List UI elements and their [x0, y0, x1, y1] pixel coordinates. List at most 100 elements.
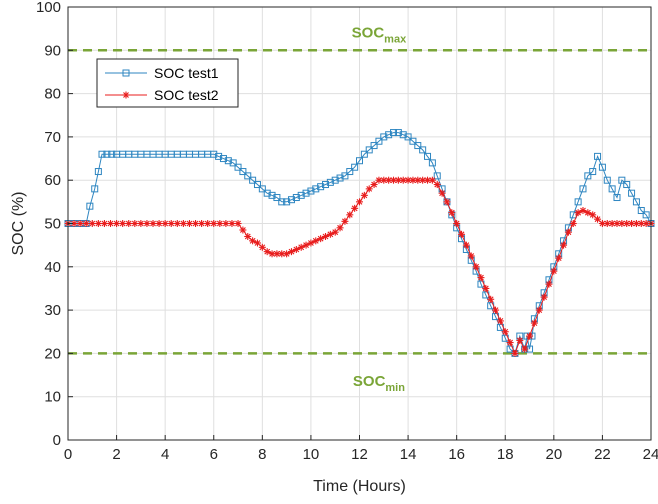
marker-stroke: [131, 220, 138, 227]
series-layer: [64, 129, 655, 357]
legend: SOC test1 SOC test2: [96, 58, 239, 108]
data-point: [107, 220, 115, 227]
marker-stroke: [332, 229, 339, 236]
marker-stroke: [71, 220, 77, 227]
data-point: [409, 137, 417, 145]
data-point: [414, 176, 422, 184]
marker-stroke: [264, 248, 271, 255]
y-tick-label: 80: [44, 86, 61, 103]
y-tick-label: 0: [53, 432, 61, 449]
marker-stroke: [351, 205, 358, 212]
marker-stroke: [144, 220, 150, 227]
data-point: [375, 137, 383, 145]
x-tick-label: 6: [210, 446, 218, 463]
x-tick-label: 0: [64, 446, 72, 463]
x-tick-label: 2: [112, 446, 120, 463]
y-axis-title: SOC (%): [10, 192, 27, 256]
y-tick-label: 20: [44, 345, 61, 362]
marker-stroke: [222, 220, 229, 227]
marker-stroke: [546, 281, 552, 288]
data-point: [143, 220, 151, 227]
marker-stroke: [210, 220, 217, 227]
marker-stroke: [589, 211, 596, 218]
data-point: [253, 181, 261, 189]
marker-stroke: [633, 220, 640, 227]
marker-stroke: [77, 220, 84, 227]
marker-stroke: [429, 177, 436, 184]
x-tick-label: 22: [594, 446, 611, 463]
data-point: [472, 263, 480, 271]
data-point: [76, 220, 84, 227]
data-point: [618, 176, 626, 184]
marker-stroke: [478, 274, 484, 281]
data-point: [125, 220, 133, 227]
marker-stroke: [346, 211, 353, 218]
marker-stroke: [204, 220, 211, 227]
data-point: [336, 224, 344, 232]
data-point: [98, 150, 106, 158]
data-point: [511, 349, 519, 357]
x-tick-label: 20: [545, 446, 562, 463]
data-point: [360, 150, 368, 158]
marker-stroke: [594, 216, 601, 223]
data-point: [462, 241, 470, 249]
marker-stroke: [405, 177, 411, 184]
data-point: [589, 211, 597, 219]
x-tick-label: 24: [643, 446, 658, 463]
annotation-subscript: max: [384, 33, 407, 45]
x-tick-label: 12: [351, 446, 368, 463]
data-point: [346, 211, 354, 219]
marker-stroke: [168, 220, 175, 227]
data-point: [86, 202, 94, 210]
annotation-base: SOC: [353, 373, 386, 390]
data-point: [589, 168, 597, 176]
data-point: [228, 220, 236, 227]
data-point: [608, 185, 616, 193]
data-point: [443, 198, 451, 206]
marker-stroke: [342, 218, 348, 225]
marker-stroke: [162, 220, 169, 227]
series-1: [64, 129, 655, 357]
marker-stroke: [95, 220, 102, 227]
marker-stroke: [180, 220, 187, 227]
data-point: [428, 176, 436, 184]
marker-stroke: [89, 220, 96, 227]
marker-stroke: [356, 198, 363, 205]
marker-stroke: [560, 242, 567, 249]
marker-stroke: [174, 220, 181, 227]
marker-stroke: [269, 250, 275, 257]
data-point: [438, 189, 446, 197]
marker-stroke: [107, 220, 114, 227]
data-point: [94, 220, 102, 227]
marker-stroke: [512, 350, 518, 357]
data-point: [253, 239, 261, 247]
marker-stroke: [580, 207, 586, 214]
marker-stroke: [638, 220, 645, 227]
legend-box: [96, 58, 239, 108]
marker-stroke: [273, 250, 280, 257]
data-point: [419, 146, 427, 154]
data-point: [555, 254, 563, 262]
marker-stroke: [137, 220, 144, 227]
marker-stroke: [235, 220, 241, 227]
data-point: [370, 142, 378, 150]
data-point: [161, 220, 169, 227]
marker-stroke: [125, 220, 132, 227]
marker-stroke: [400, 177, 407, 184]
data-point: [94, 168, 102, 176]
data-point: [341, 172, 349, 180]
data-point: [356, 198, 363, 206]
data-point: [390, 129, 398, 137]
marker-stroke: [83, 220, 90, 227]
data-point: [283, 198, 291, 206]
data-point: [82, 220, 90, 227]
data-point: [219, 155, 227, 163]
marker-stroke: [618, 220, 625, 227]
data-point: [584, 172, 592, 180]
series-2: [64, 176, 655, 357]
y-tick-label: 100: [36, 0, 61, 16]
marker-stroke: [119, 220, 126, 227]
